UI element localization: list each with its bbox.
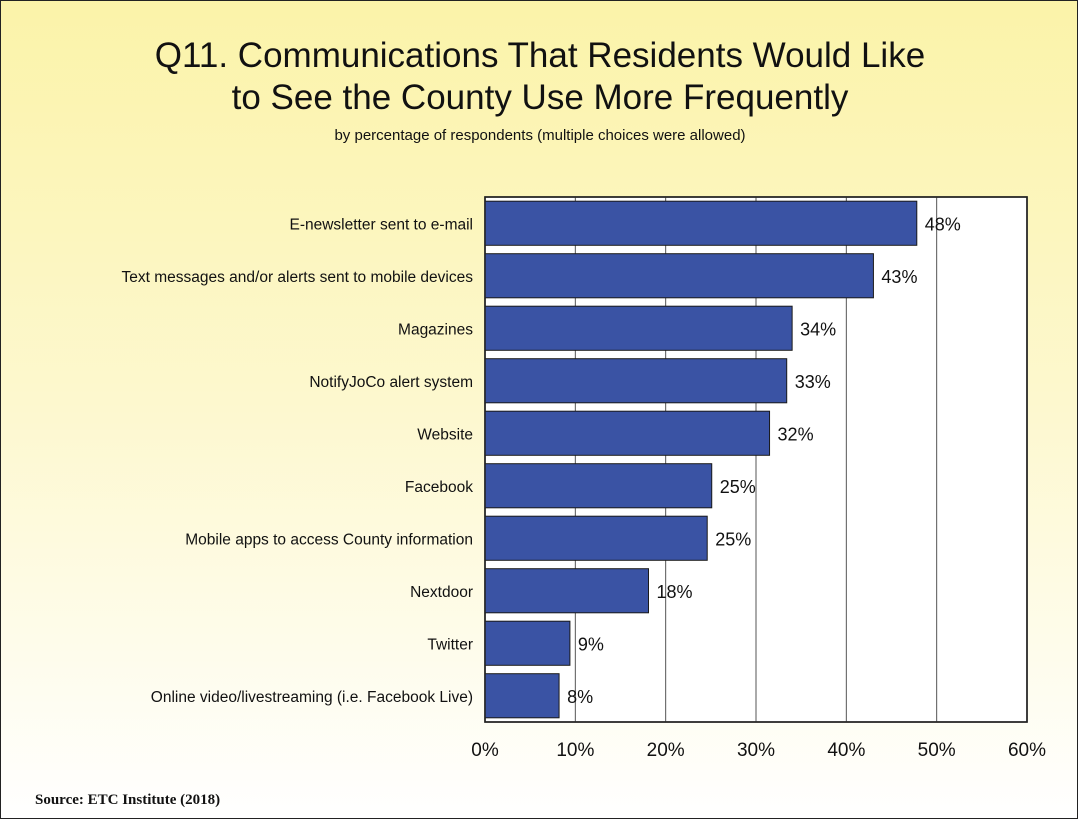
- value-labels: 48% 43% 34% 33% 32% 25% 25% 18% 9% 8%: [567, 214, 961, 707]
- category-label: Magazines: [398, 321, 473, 338]
- data-label: 8%: [567, 687, 593, 707]
- bar: [484, 620, 571, 666]
- category-label: Text messages and/or alerts sent to mobi…: [121, 269, 473, 286]
- category-label: Online video/livestreaming (i.e. Faceboo…: [151, 689, 473, 706]
- data-label: 34%: [800, 319, 836, 339]
- x-tick-label: 60%: [1008, 740, 1046, 761]
- category-label: Mobile apps to access County information: [185, 531, 473, 548]
- category-labels: E-newsletter sent to e-mail Text messages…: [121, 216, 473, 706]
- data-label: 48%: [925, 214, 961, 234]
- data-label: 25%: [715, 529, 751, 549]
- bar: [484, 410, 771, 456]
- chart-title-line-1: Q11. Communications That Residents Would…: [154, 36, 926, 75]
- bar: [484, 358, 788, 404]
- data-label: 25%: [720, 477, 756, 497]
- bar: [484, 253, 874, 299]
- chart-subtitle: by percentage of respondents (multiple c…: [334, 127, 746, 144]
- source-note: Source: ETC Institute (2018): [35, 792, 221, 808]
- x-tick-label: 10%: [556, 740, 594, 761]
- data-label: 32%: [778, 424, 814, 444]
- bars: [484, 200, 918, 719]
- data-label: 18%: [657, 582, 693, 602]
- x-tick-label: 30%: [737, 740, 775, 761]
- bar: [484, 305, 793, 351]
- bar: [484, 463, 713, 509]
- plot-frame: [484, 196, 1028, 723]
- bar: [484, 200, 918, 246]
- x-axis-tick-labels: 0% 10% 20% 30% 40% 50% 60%: [471, 740, 1046, 761]
- x-tick-label: 40%: [827, 740, 865, 761]
- chart-title-line-2: to See the County Use More Frequently: [231, 78, 849, 117]
- chart-title: Q11. Communications That Residents Would…: [1, 35, 1078, 119]
- x-tick-label: 20%: [647, 740, 685, 761]
- category-label: Twitter: [427, 636, 473, 653]
- bar: [484, 673, 560, 719]
- bar: [484, 568, 650, 614]
- data-label: 33%: [795, 372, 831, 392]
- category-label: NotifyJoCo alert system: [309, 374, 473, 391]
- x-tick-label: 0%: [471, 740, 499, 761]
- bar: [484, 515, 708, 561]
- data-label: 9%: [578, 634, 604, 654]
- data-label: 43%: [881, 267, 917, 287]
- category-label: Facebook: [405, 479, 473, 496]
- category-label: Nextdoor: [410, 584, 473, 601]
- category-label: E-newsletter sent to e-mail: [290, 216, 474, 233]
- x-tick-label: 50%: [918, 740, 956, 761]
- category-label: Website: [417, 426, 473, 443]
